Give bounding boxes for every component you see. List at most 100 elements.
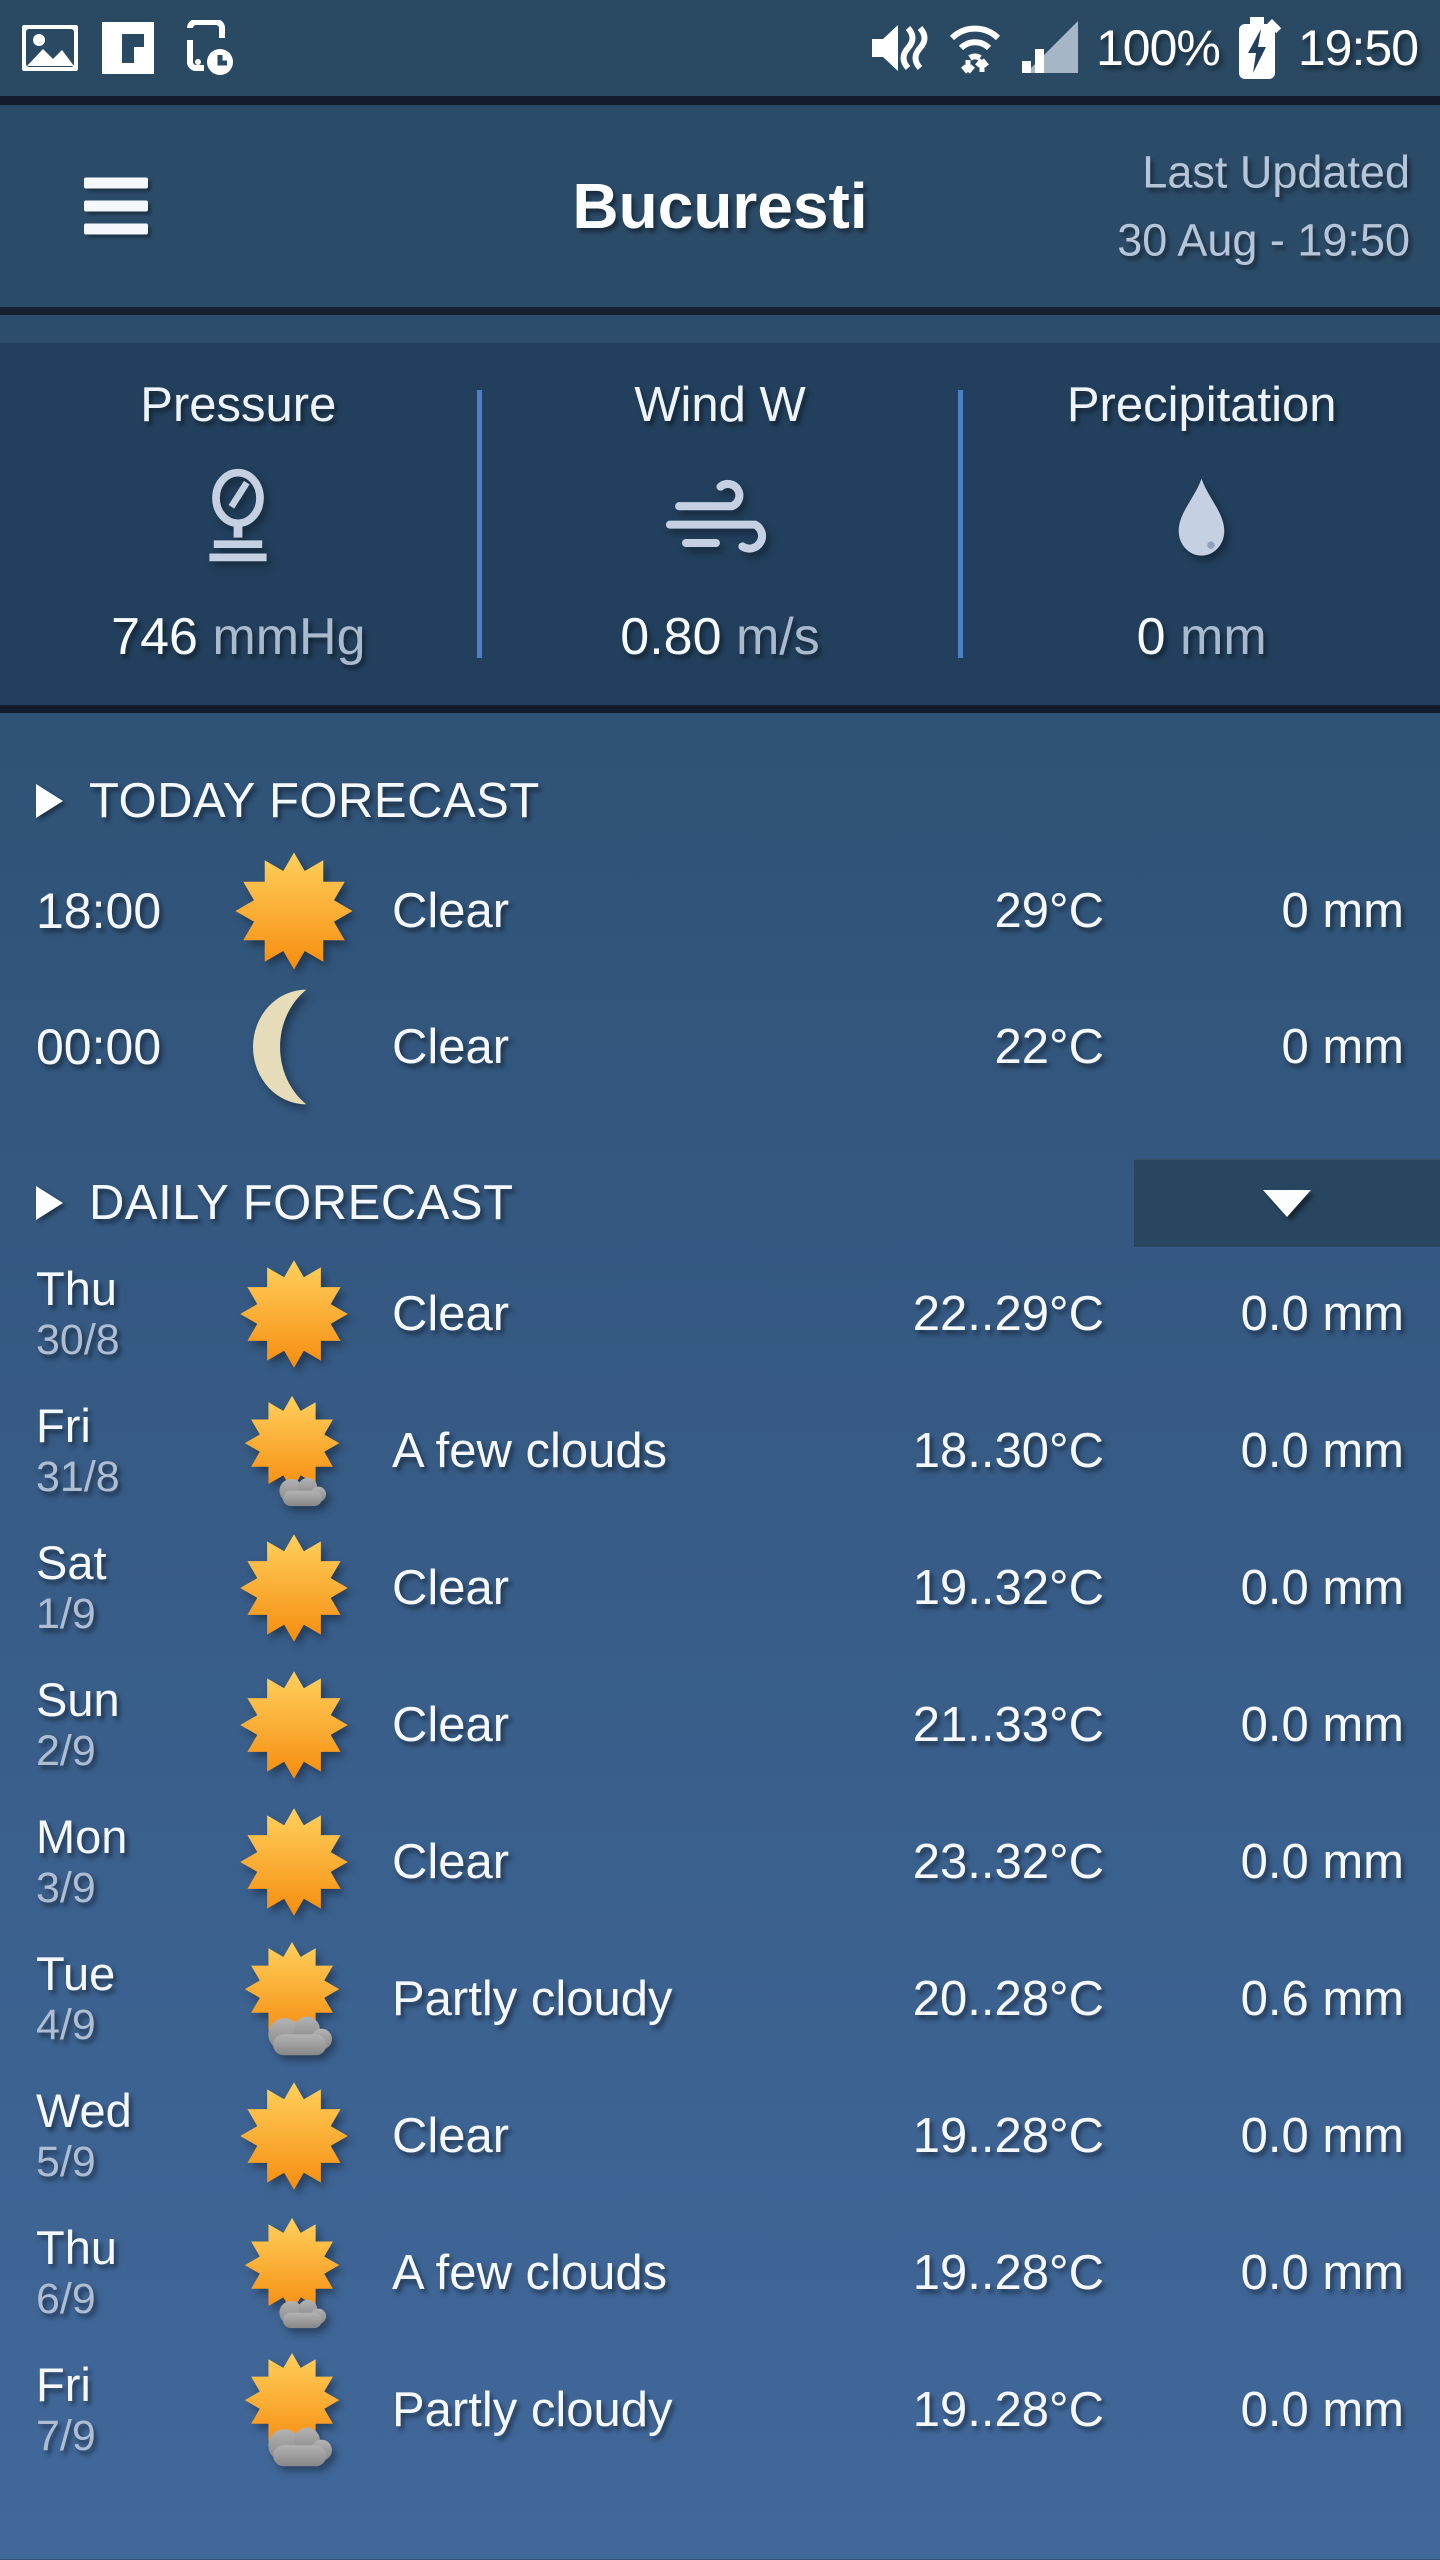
row-temp: 21..33°C — [912, 1697, 1104, 1752]
moon-icon — [206, 985, 382, 1109]
status-bar: 100% 19:50 — [0, 0, 1440, 96]
sun-few-clouds-icon — [206, 2214, 382, 2332]
row-date: 7/9 — [36, 2411, 96, 2460]
triangle-right-icon — [36, 784, 63, 818]
today-row: 18:00 Clear 29°C 0 mm — [36, 843, 1404, 979]
gallery-icon — [22, 25, 78, 71]
wind-icon — [663, 433, 778, 607]
app-header: Bucuresti Last Updated 30 Aug - 19:50 — [0, 105, 1440, 307]
page-title: Bucuresti — [572, 170, 868, 242]
row-temp: 29°C — [994, 884, 1104, 938]
daily-row: Thu 30/8 Clear 22..29°C 0.0 mm — [36, 1245, 1404, 1382]
last-updated-value: 30 Aug - 19:50 — [1117, 214, 1410, 265]
row-condition: Clear — [392, 1560, 510, 1615]
divider — [476, 390, 482, 658]
row-precip: 0.0 mm — [1240, 1286, 1404, 1341]
last-updated-label: Last Updated — [1142, 146, 1410, 198]
row-day-cell: Sat 1/9 — [36, 1536, 206, 1638]
row-date: 30/8 — [36, 1315, 120, 1364]
row-condition: Clear — [392, 1020, 510, 1074]
row-day: Thu — [36, 1262, 117, 1316]
row-day: Wed — [36, 2084, 132, 2138]
precipitation-value: 0 mm — [1136, 608, 1267, 666]
row-condition: Clear — [392, 1834, 510, 1889]
wifi-updown-icon — [944, 20, 1006, 76]
wind-label: Wind W — [634, 378, 806, 432]
wind-column: Wind W 0.80 m/s — [482, 343, 959, 705]
pressure-column: Pressure 746 mmHg — [0, 343, 477, 705]
divider — [0, 307, 1440, 315]
row-date: 6/9 — [36, 2274, 96, 2323]
daily-row: Sat 1/9 Clear 19..32°C 0.0 mm — [36, 1519, 1404, 1656]
row-temp: 23..32°C — [912, 1834, 1104, 1889]
row-day-cell: Thu 30/8 — [36, 1262, 206, 1364]
current-conditions-panel: Pressure 746 mmHg Wind W 0.80 — [0, 343, 1440, 705]
sun-icon — [206, 1669, 382, 1781]
flipboard-icon — [102, 22, 154, 74]
daily-forecast-header[interactable]: DAILY FORECAST — [36, 1159, 1440, 1247]
sun-cloud-icon — [206, 2351, 382, 2469]
sun-icon — [206, 1532, 382, 1644]
last-updated: Last Updated 30 Aug - 19:50 — [1117, 139, 1410, 274]
battery-charging-icon — [1236, 17, 1282, 79]
row-precip: 0.0 mm — [1240, 2108, 1404, 2163]
mute-vibrate-icon — [870, 22, 928, 74]
daily-row: Thu 6/9 A few clouds 19..28°C 0.0 mm — [36, 2204, 1404, 2341]
row-temp: 18..30°C — [912, 1423, 1104, 1478]
row-time: 18:00 — [36, 883, 162, 939]
row-day: Fri — [36, 1399, 91, 1453]
daily-row: Fri 7/9 Partly cloudy 19..28°C 0.0 mm — [36, 2341, 1404, 2478]
row-day-cell: Fri 31/8 — [36, 1399, 206, 1501]
precipitation-column: Precipitation 0 mm — [963, 343, 1440, 705]
today-forecast-header[interactable]: TODAY FORECAST — [36, 759, 1404, 843]
divider — [0, 96, 1440, 105]
sun-cloud-icon — [206, 1940, 382, 2058]
row-precip: 0.0 mm — [1240, 1697, 1404, 1752]
spacer-band — [0, 315, 1440, 343]
pressure-label: Pressure — [140, 378, 337, 432]
row-condition: Clear — [392, 2108, 510, 2163]
chevron-down-icon — [1263, 1189, 1311, 1217]
cell-signal-icon — [1021, 21, 1080, 75]
sun-icon — [206, 1806, 382, 1918]
daily-row: Tue 4/9 Partly cloudy 20..28°C 0.6 mm — [36, 1930, 1404, 2067]
section-title: DAILY FORECAST — [89, 1176, 514, 1230]
hamburger-menu-icon[interactable] — [84, 177, 148, 235]
row-condition: Partly cloudy — [392, 2382, 673, 2437]
row-temp: 22..29°C — [912, 1286, 1104, 1341]
row-precip: 0.0 mm — [1240, 2382, 1404, 2437]
sun-few-clouds-icon — [206, 1392, 382, 1510]
row-day: Sun — [36, 1673, 120, 1727]
row-condition: Clear — [392, 1697, 510, 1752]
expand-daily-button[interactable] — [1134, 1159, 1440, 1247]
row-date: 1/9 — [36, 1589, 96, 1638]
forecast-area: TODAY FORECAST 18:00 Clear 29°C 0 mm 00:… — [0, 713, 1440, 2559]
daily-row: Wed 5/9 Clear 19..28°C 0.0 mm — [36, 2067, 1404, 2204]
row-precip: 0.0 mm — [1240, 1834, 1404, 1889]
row-condition: Partly cloudy — [392, 1971, 673, 2026]
row-temp: 20..28°C — [912, 1971, 1104, 2026]
row-day-cell: Tue 4/9 — [36, 1947, 206, 2049]
row-date: 5/9 — [36, 2137, 96, 2186]
daily-row: Sun 2/9 Clear 21..33°C 0.0 mm — [36, 1656, 1404, 1793]
row-day-cell: Mon 3/9 — [36, 1810, 206, 1912]
row-temp: 19..28°C — [912, 2108, 1104, 2163]
row-precip: 0.6 mm — [1240, 1971, 1404, 2026]
pressure-value: 746 mmHg — [111, 608, 366, 666]
screenshot-clock-icon — [178, 20, 234, 76]
row-temp: 19..32°C — [912, 1560, 1104, 1615]
row-condition: Clear — [392, 1286, 510, 1341]
row-day-cell: Thu 6/9 — [36, 2221, 206, 2323]
row-precip: 0 mm — [1281, 1020, 1405, 1074]
row-precip: 0.0 mm — [1240, 1560, 1404, 1615]
row-precip: 0 mm — [1281, 884, 1405, 938]
row-date: 3/9 — [36, 1863, 96, 1912]
row-condition: A few clouds — [392, 2245, 668, 2300]
gauge-icon — [183, 433, 293, 607]
wind-value: 0.80 m/s — [620, 608, 820, 666]
row-day: Thu — [36, 2221, 117, 2275]
row-date: 31/8 — [36, 1452, 120, 1501]
row-temp: 19..28°C — [912, 2382, 1104, 2437]
row-day-cell: Sun 2/9 — [36, 1673, 206, 1775]
row-day: Mon — [36, 1810, 128, 1864]
